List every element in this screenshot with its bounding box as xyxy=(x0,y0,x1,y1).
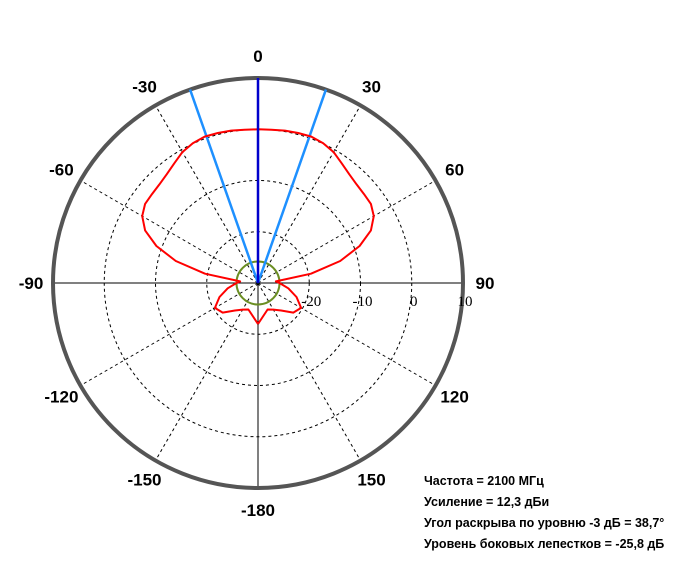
half-power-line xyxy=(188,89,260,284)
angle-tick-label: -120 xyxy=(44,388,78,407)
angle-tick-label: 0 xyxy=(253,47,262,66)
grid-spoke xyxy=(80,282,259,386)
radial-tick-label: 10 xyxy=(458,294,473,310)
angle-tick-label: -180 xyxy=(241,501,275,520)
sidelobe-text: Уровень боковых лепестков = -25,8 дБ xyxy=(424,537,665,551)
angle-tick-label: -30 xyxy=(132,77,157,96)
labels-layer: 0 30 60 90 120 150 -180 -150 -120 -90 -60 -30 -20 -10… xyxy=(19,47,495,520)
grid-spoke xyxy=(257,180,436,284)
pattern-layer xyxy=(141,78,375,325)
angle-tick-label: -150 xyxy=(127,471,161,490)
radial-tick-label: -10 xyxy=(353,294,373,310)
gain-text: Усиление = 12,3 дБи xyxy=(424,495,550,509)
angle-tick-label: 30 xyxy=(362,77,381,96)
angle-tick-label: -90 xyxy=(19,274,44,293)
angle-tick-label: -60 xyxy=(49,161,74,180)
angle-tick-label: 90 xyxy=(476,274,495,293)
grid-spoke xyxy=(155,282,259,461)
radial-tick-label: 0 xyxy=(410,294,418,310)
beamwidth-text: Угол раскрыва по уровню -3 дБ = 38,7° xyxy=(424,516,665,530)
grid-spoke xyxy=(80,180,259,284)
angle-tick-label: 60 xyxy=(445,161,464,180)
angle-tick-label: 150 xyxy=(357,471,385,490)
grid-spoke xyxy=(257,105,361,284)
grid-spoke xyxy=(257,282,436,386)
angle-tick-label: 120 xyxy=(440,388,468,407)
grid-spoke xyxy=(155,105,259,284)
info-box: Частота = 2100 МГц Усиление = 12,3 дБи У… xyxy=(424,471,664,555)
frequency-text: Частота = 2100 МГц xyxy=(424,474,544,488)
grid-spoke xyxy=(257,282,361,461)
radial-tick-label: -20 xyxy=(301,294,321,310)
half-power-line xyxy=(256,89,328,284)
